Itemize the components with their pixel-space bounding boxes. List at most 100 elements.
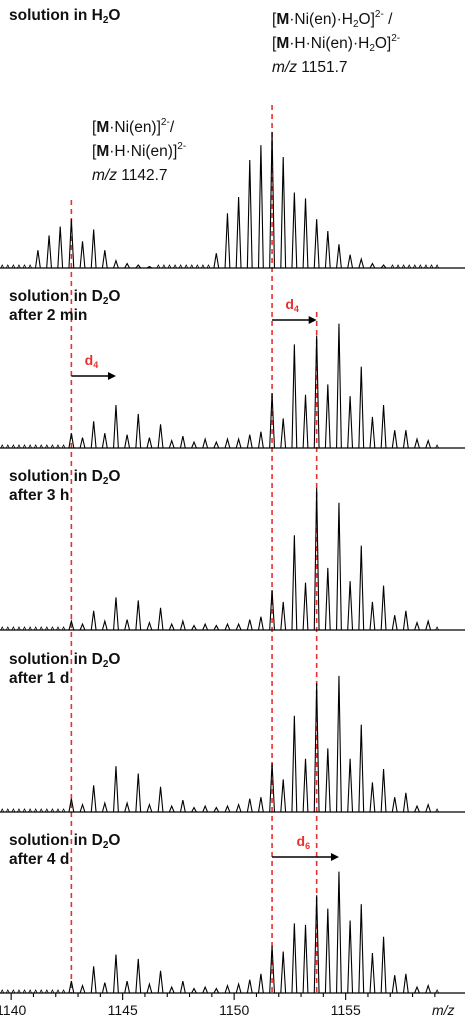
panel-label-d2o-1d: solution in D2O after 1 d	[9, 650, 120, 688]
panel-label-line1: solution in H2O	[9, 7, 121, 26]
spectrum-peak	[380, 769, 387, 813]
spectrum-peak	[257, 431, 264, 449]
spectrum-noise	[0, 626, 5, 631]
spectrum-noise	[44, 808, 49, 813]
spectrum-peak	[257, 145, 264, 269]
spectrum-peak	[79, 983, 86, 994]
spectrum-peak	[124, 981, 131, 994]
spectrum-peak	[402, 430, 409, 449]
spectrum-peak	[391, 975, 398, 994]
spectrum-noise	[33, 626, 38, 631]
spectrum-peak	[313, 335, 320, 449]
spectrum-noise	[39, 989, 44, 994]
spectrum-noise	[22, 989, 27, 994]
annotation-line3: m/z 1142.7	[92, 167, 168, 184]
spectrum-peak	[324, 230, 331, 269]
spectrum-peak	[313, 219, 320, 269]
shift-label-d4: d4	[84, 352, 99, 370]
spectrum-noise	[5, 626, 10, 631]
spectrum-trace	[0, 323, 439, 449]
spectrum-peak	[269, 131, 276, 269]
spectrum-peak	[347, 920, 354, 994]
spectrum-noise	[189, 264, 194, 269]
spectrum-peak	[257, 973, 264, 994]
spectrum-noise	[22, 626, 27, 631]
spectrum-peak	[191, 806, 197, 813]
spectrum-noise	[435, 264, 439, 269]
spectrum-noise	[5, 264, 10, 269]
spectrum-peak	[224, 213, 231, 269]
spectrum-noise	[17, 264, 21, 269]
spectrum-noise	[401, 264, 406, 269]
spectrum-noise	[61, 444, 66, 449]
spectrum-noise	[173, 264, 177, 269]
spectrum-peak	[246, 159, 253, 269]
spectrum-peak	[380, 936, 387, 994]
peak-annotation-1151: [M·Ni(en)·H2O]2- / [M·H·Ni(en)·H2O]2- m/…	[272, 8, 400, 80]
spectrum-peak	[101, 801, 108, 813]
spectrum-noise	[435, 444, 439, 449]
spectrum-noise	[5, 808, 10, 813]
spectrum-peak	[257, 616, 264, 631]
spectrum-peak	[213, 624, 220, 631]
spectrum-noise	[50, 808, 55, 813]
spectrum-peak	[414, 437, 420, 449]
spectrum-peak	[269, 763, 276, 813]
spectrum-peak	[269, 945, 276, 994]
spectrum-peak	[336, 244, 342, 269]
spectrum-noise	[28, 264, 32, 269]
spectrum-peak	[101, 433, 108, 449]
spectrum-peak	[302, 394, 309, 449]
spectrum-peak	[235, 802, 242, 813]
spectrum-noise	[39, 444, 44, 449]
spectrum-peak	[402, 792, 409, 813]
annotation-line2: [M·H·Ni(en)]2-	[92, 141, 187, 161]
spectrum-noise	[33, 808, 38, 813]
spectrum-noise	[0, 444, 5, 449]
spectrum-peak	[113, 766, 119, 813]
spectrum-peak	[291, 923, 298, 994]
spectrum-noise	[50, 626, 55, 631]
spectrum-peak	[280, 156, 287, 269]
spectrum-peak	[68, 219, 75, 269]
spectrum-noise	[56, 444, 60, 449]
spectrum-peak	[336, 871, 342, 994]
spectrum-peak	[358, 724, 365, 813]
spectrum-peak	[90, 229, 97, 269]
spectrum-peak	[79, 622, 86, 631]
spectrum-noise	[0, 808, 5, 813]
spectrum-peak	[425, 983, 432, 994]
spectrum-peak	[90, 610, 97, 631]
spectrum-peak	[369, 416, 376, 449]
panel-label-line1: solution in D2O	[9, 832, 121, 851]
spectrum-noise	[39, 626, 44, 631]
spectrum-peak	[235, 982, 242, 994]
spectrum-peak	[358, 257, 365, 269]
spectrum-peak	[235, 622, 242, 631]
spectrum-peak	[302, 198, 309, 269]
spectrum-noise	[39, 808, 44, 813]
x-tick-label: 1145	[107, 1002, 138, 1018]
spectrum-peak	[280, 601, 287, 631]
spectrum-peak	[179, 981, 186, 994]
spectrum-noise	[61, 989, 66, 994]
x-tick-label: 1140	[0, 1002, 27, 1018]
spectrum-peak	[113, 405, 119, 449]
spectrum-peak	[347, 581, 354, 631]
spectrum-peak	[224, 804, 231, 813]
spectrum-noise	[17, 444, 21, 449]
spectrum-noise	[17, 626, 21, 631]
spectrum-noise	[156, 264, 161, 269]
spectrum-peak	[224, 983, 231, 994]
spectrum-peak	[336, 502, 342, 631]
shift-arrow-head	[308, 316, 317, 324]
spectrum-peak	[313, 683, 320, 813]
spectrum-peak	[380, 405, 387, 449]
spectrum-noise	[56, 626, 60, 631]
panel-label-line2: after 2 min	[9, 307, 88, 324]
spectrum-noise	[22, 264, 27, 269]
spectrum-peak	[101, 619, 108, 631]
spectrum-peak	[90, 421, 97, 449]
spectrum-noise	[11, 264, 16, 269]
